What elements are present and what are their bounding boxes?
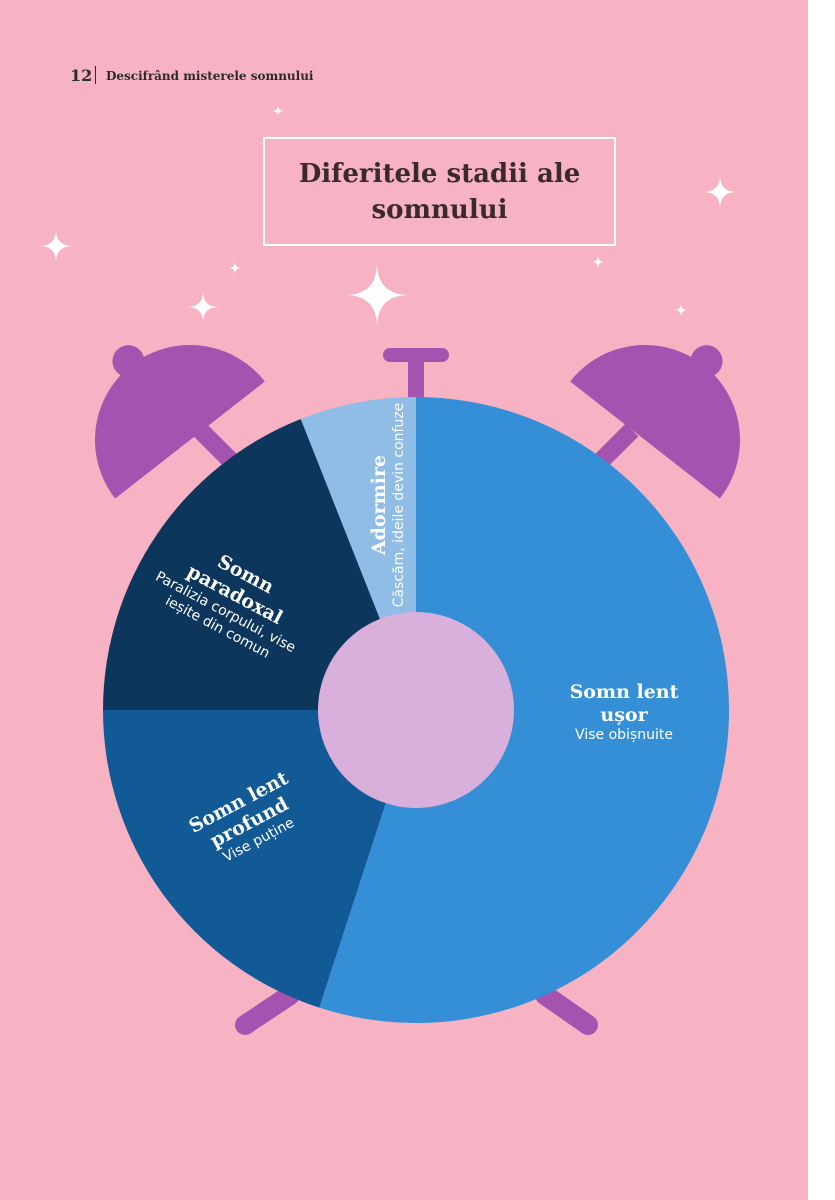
slice-label: Somn lent ușor Vise obișnuite [539,672,709,752]
separator [95,66,96,84]
category-description: Căscăm, ideile devin confuze [391,402,407,608]
pie-slice [103,710,416,1008]
clock-frame [95,345,740,1035]
running-title: Descifrând misterele somnului [106,69,314,83]
page-number: 12 [70,66,93,85]
category-name: Somn lent ușor [569,680,679,726]
category-description: Vise obișnuite [575,726,673,743]
chart-title: Diferitele stadii ale somnului [263,137,616,246]
slice-label: Adormire Căscăm, ideile devin confuze [348,400,428,610]
pie-slice [319,397,730,1023]
category-name: Adormire [368,454,390,556]
pie-slice [103,418,416,710]
stars [39,105,737,328]
clock-center [318,612,514,808]
